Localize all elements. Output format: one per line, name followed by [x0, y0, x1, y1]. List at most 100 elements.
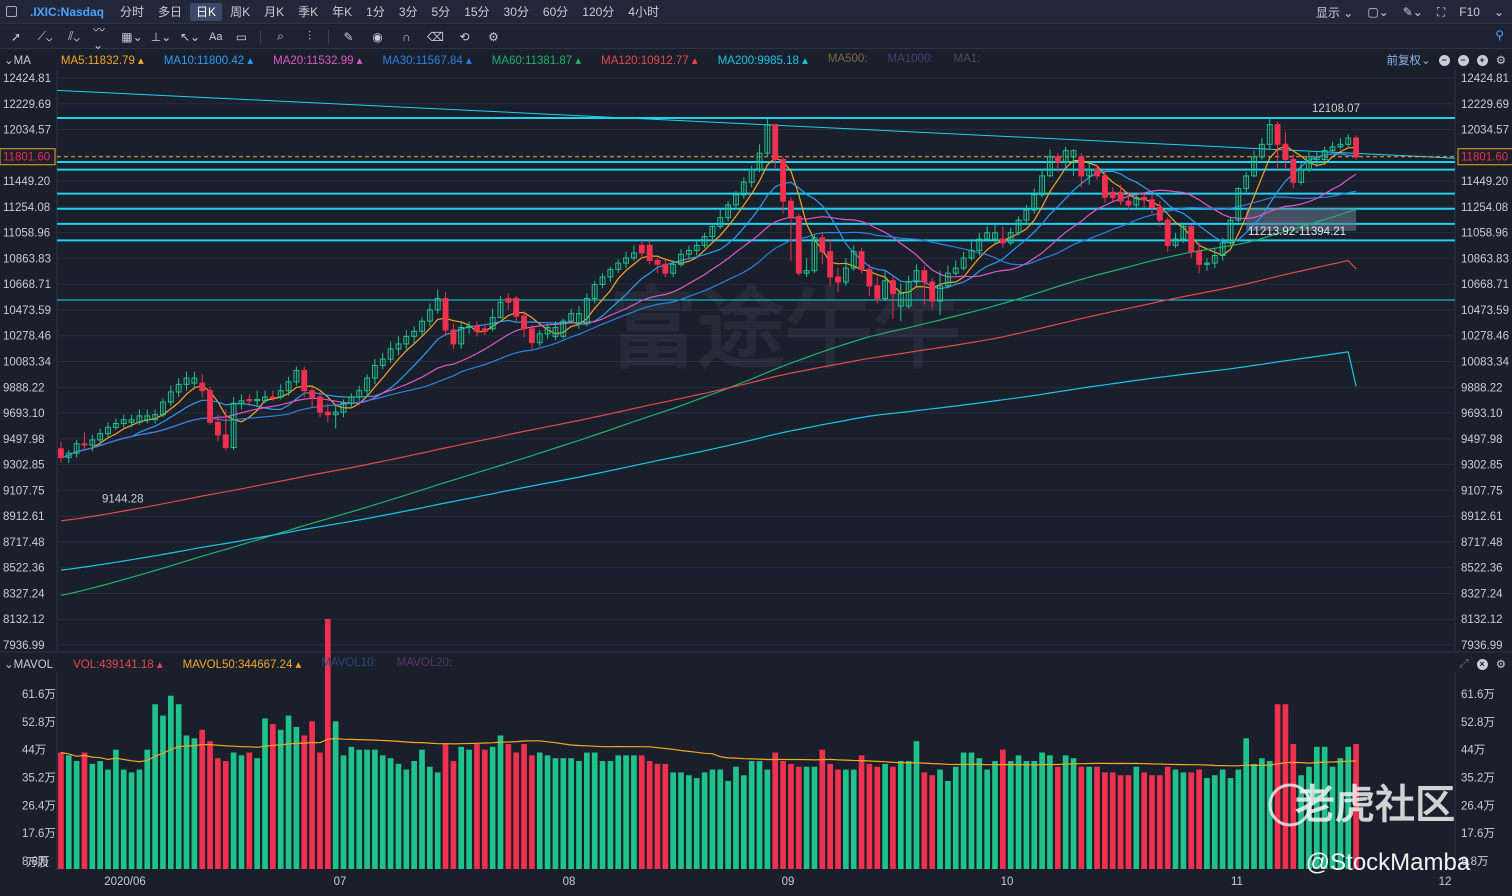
period-tab-5[interactable]: 季K — [298, 4, 319, 19]
volume-bar[interactable] — [1078, 766, 1085, 869]
volume-bar[interactable] — [921, 772, 928, 869]
volume-bar[interactable] — [364, 749, 370, 869]
candle-body[interactable] — [411, 330, 418, 337]
volume-bar[interactable] — [411, 761, 417, 869]
volume-bar[interactable] — [1219, 769, 1226, 869]
volume-bar[interactable] — [136, 769, 143, 869]
candle-body[interactable] — [709, 225, 716, 238]
period-tab-6[interactable]: 年K — [332, 4, 353, 19]
volume-bar[interactable] — [1000, 749, 1006, 869]
volume-bar[interactable] — [1235, 769, 1242, 869]
volume-bar[interactable] — [89, 763, 96, 869]
candle-body[interactable] — [1062, 150, 1069, 163]
volume-bar[interactable] — [58, 752, 64, 869]
compare-icon[interactable]: ⫶ — [307, 29, 311, 43]
candle-body[interactable] — [175, 383, 182, 393]
ma-legend-item[interactable]: MA200:9985.18 ▴ — [717, 55, 808, 67]
candle-body[interactable] — [638, 244, 645, 254]
volume-bar[interactable] — [262, 718, 268, 869]
eye-icon[interactable]: ◉ — [372, 29, 383, 44]
volume-bar[interactable] — [646, 761, 653, 869]
volume-bar[interactable] — [850, 769, 857, 869]
candle-body[interactable] — [332, 411, 339, 416]
candle-body[interactable] — [929, 281, 936, 302]
volume-bar[interactable] — [317, 752, 323, 869]
candle-body[interactable] — [1070, 150, 1077, 158]
candle-body[interactable] — [717, 217, 724, 227]
candle-body[interactable] — [1164, 219, 1171, 246]
candle-body[interactable] — [999, 238, 1006, 244]
candle-body[interactable] — [756, 152, 763, 171]
candle-body[interactable] — [1274, 124, 1281, 145]
candle-body[interactable] — [780, 158, 787, 202]
candle-body[interactable] — [65, 452, 72, 459]
candle-body[interactable] — [246, 399, 253, 402]
volume-bar[interactable] — [1337, 758, 1344, 869]
volume-bar[interactable] — [458, 746, 465, 869]
candle-body[interactable] — [552, 327, 559, 337]
volume-bar[interactable] — [686, 775, 692, 869]
candle-body[interactable] — [630, 252, 637, 259]
volume-bar[interactable] — [97, 761, 103, 869]
volume-bar[interactable] — [1188, 772, 1195, 869]
candle-body[interactable] — [725, 204, 732, 219]
candle-body[interactable] — [167, 391, 174, 403]
candle-body[interactable] — [748, 169, 755, 183]
fullscreen-icon[interactable]: ⛶ — [1436, 4, 1446, 19]
volume-bar[interactable] — [638, 755, 645, 869]
candle-body[interactable] — [81, 443, 88, 446]
volume-bar[interactable] — [1196, 769, 1202, 869]
ma-legend-item[interactable]: MA500: — [827, 53, 868, 65]
candle-body[interactable] — [1015, 219, 1022, 234]
vol-legend-item[interactable]: MAVOL50:344667.24 ▴ — [182, 659, 302, 671]
ma-legend-item[interactable]: MA30:11567.84 ▴ — [382, 55, 472, 67]
candle-body[interactable] — [646, 244, 653, 262]
candle-body[interactable] — [803, 270, 810, 274]
volume-bar[interactable] — [654, 763, 661, 869]
volume-bar[interactable] — [780, 761, 786, 869]
pattern-tool-icon[interactable]: ▦⌄ — [121, 29, 143, 44]
volume-bar[interactable] — [442, 744, 449, 869]
volume-bar[interactable] — [505, 744, 512, 869]
volume-bar[interactable] — [811, 766, 818, 869]
period-tab-2[interactable]: 日K — [190, 2, 223, 21]
candle-body[interactable] — [426, 309, 433, 322]
candle-body[interactable] — [160, 401, 166, 416]
candle-body[interactable] — [662, 263, 669, 274]
ma-legend-item[interactable]: MA60:11381.87 ▴ — [491, 55, 582, 67]
volume-bar[interactable] — [340, 755, 347, 869]
candle-body[interactable] — [693, 244, 700, 251]
ma-legend-item[interactable]: MA1: — [953, 53, 981, 65]
volume-bar[interactable] — [740, 775, 747, 869]
candle-body[interactable] — [293, 369, 300, 383]
volume-bar[interactable] — [756, 761, 763, 869]
panel-settings-icon[interactable]: ⚙ — [1495, 55, 1506, 67]
volume-bar[interactable] — [709, 769, 716, 869]
volume-bar[interactable] — [152, 704, 158, 869]
volume-bar[interactable] — [678, 772, 684, 869]
candle-body[interactable] — [489, 316, 496, 330]
volume-bar[interactable] — [1259, 758, 1265, 869]
volume-bar[interactable] — [552, 758, 559, 869]
volume-bar[interactable] — [945, 780, 951, 869]
candle-body[interactable] — [678, 253, 684, 265]
period-tab-0[interactable]: 分时 — [120, 4, 145, 19]
candle-body[interactable] — [395, 343, 402, 350]
candle-body[interactable] — [897, 292, 904, 307]
volume-bar[interactable] — [191, 738, 198, 869]
volume-bar[interactable] — [1031, 761, 1038, 869]
volume-bar[interactable] — [489, 746, 496, 869]
volume-bar[interactable] — [81, 752, 88, 869]
ma-legend-label[interactable]: ⌄MA — [4, 55, 31, 67]
volume-bar[interactable] — [348, 746, 355, 869]
volume-bar[interactable] — [427, 766, 433, 869]
candle-body[interactable] — [1282, 143, 1289, 160]
volume-bar[interactable] — [199, 729, 206, 869]
volume-bar[interactable] — [725, 780, 731, 869]
expand-icon[interactable]: ⤢ — [1459, 657, 1469, 670]
candle-body[interactable] — [309, 390, 316, 398]
period-tab-12[interactable]: 60分 — [542, 4, 569, 19]
volume-bar[interactable] — [607, 761, 614, 869]
candlesticks[interactable] — [57, 118, 1360, 463]
